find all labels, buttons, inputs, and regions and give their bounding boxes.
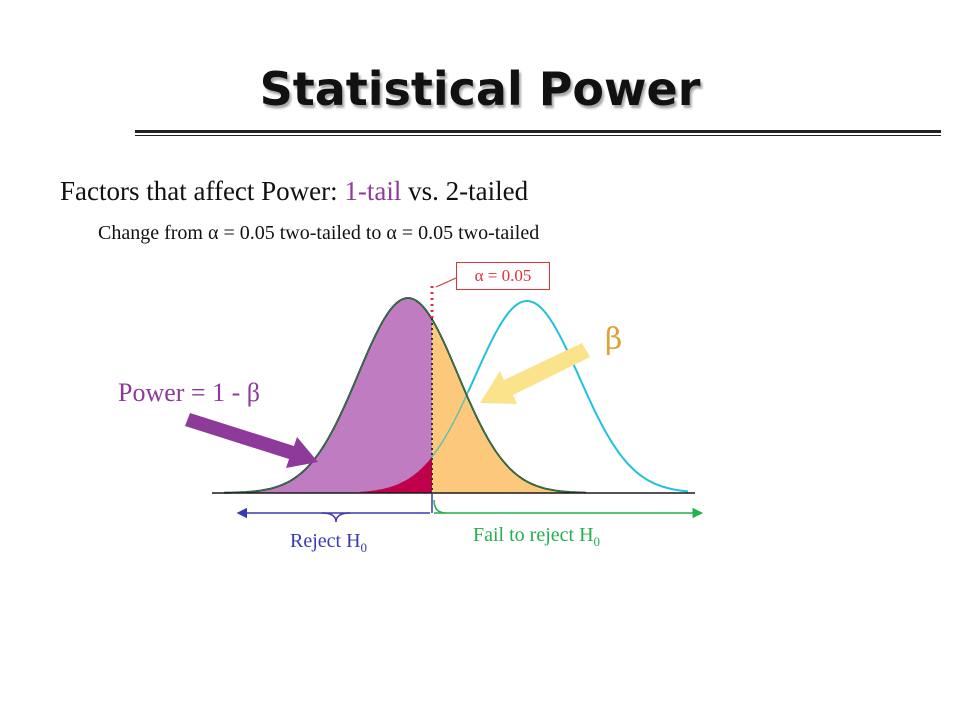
slide-title: Statistical Power <box>259 62 701 116</box>
title-rule-thick <box>135 130 941 133</box>
reject-text: Reject H <box>290 530 361 552</box>
heading-highlight: 1-tail <box>344 176 402 206</box>
alpha-pointer <box>435 277 457 288</box>
factors-heading: Factors that affect Power: 1-tail vs. 2-… <box>60 176 528 207</box>
reject-subscript: 0 <box>360 540 368 555</box>
power-arrow <box>185 413 318 468</box>
fail-label: Fail to reject H0 <box>473 524 600 550</box>
fail-subscript: 0 <box>593 534 601 549</box>
beta-label: β <box>605 322 623 357</box>
fail-text: Fail to reject H <box>473 524 594 546</box>
reject-brace <box>321 512 351 523</box>
alternative-curve-inner <box>431 387 471 458</box>
right-bracket <box>433 499 447 514</box>
heading-suffix: vs. 2-tailed <box>408 176 529 206</box>
power-label: Power = 1 - β <box>118 378 260 407</box>
alpha-label: α = 0.05 <box>456 262 550 290</box>
beta-region <box>432 319 586 493</box>
alternative-curve <box>467 300 689 493</box>
heading-prefix: Factors that affect Power: <box>60 176 338 206</box>
power-region <box>224 298 432 493</box>
alpha-region <box>360 456 432 493</box>
beta-arrow <box>480 343 590 404</box>
change-description: Change from α = 0.05 two-tailed to α = 0… <box>98 222 540 244</box>
title-rule-thin <box>135 135 941 136</box>
reject-label: Reject H0 <box>290 530 367 556</box>
null-curve-outline <box>223 297 587 494</box>
